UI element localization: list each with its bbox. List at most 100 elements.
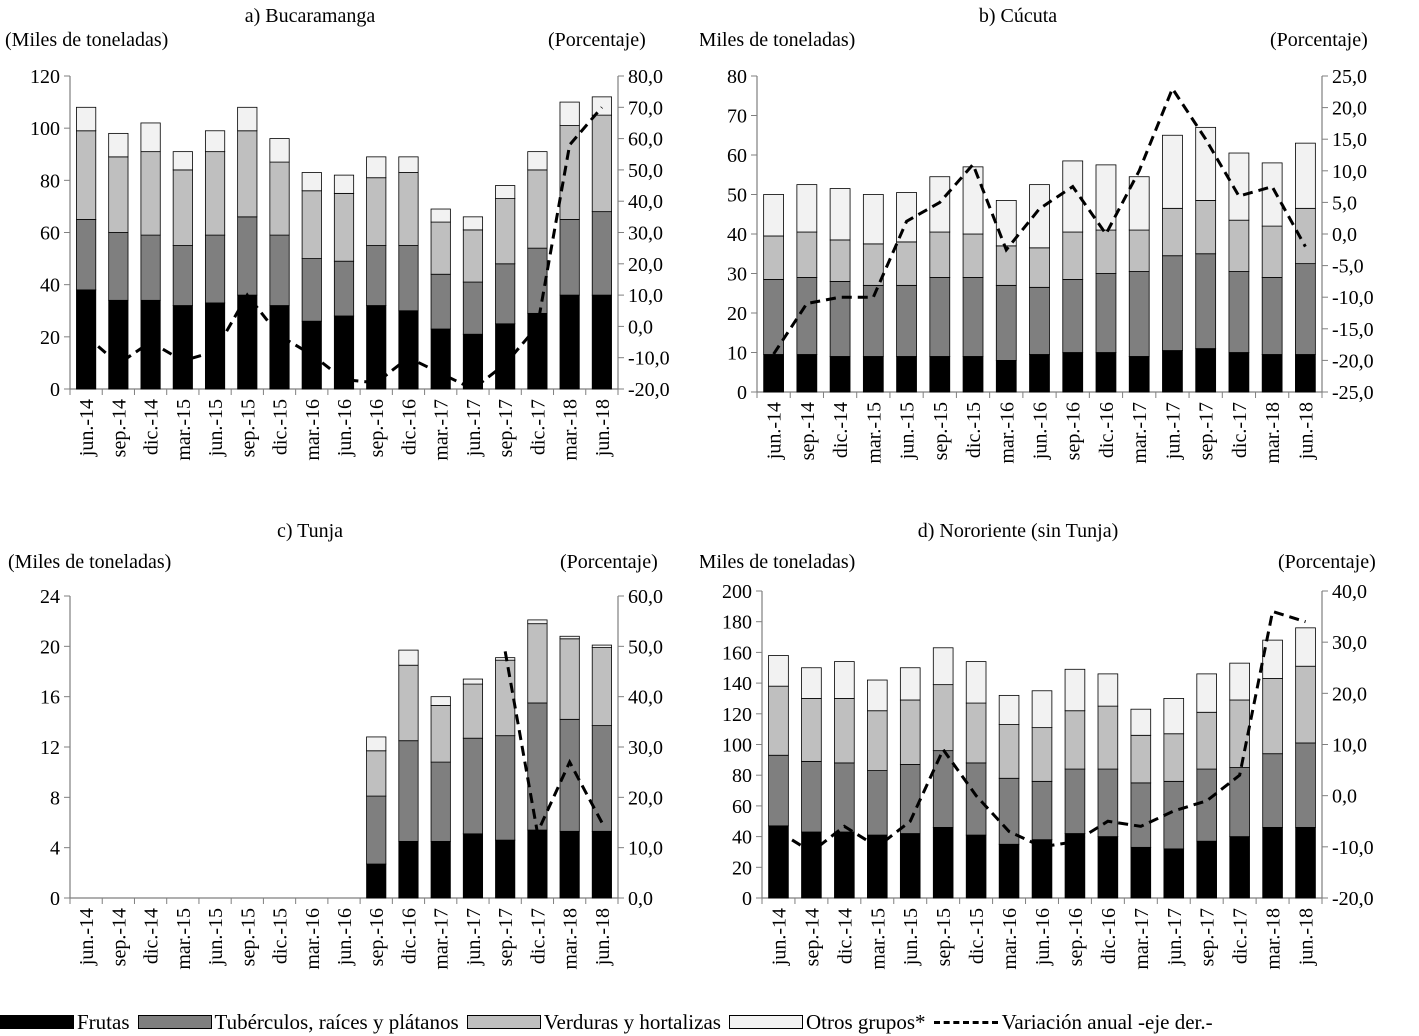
bar-verduras	[966, 703, 986, 763]
x-tick-label: sep.-17	[495, 908, 517, 966]
bar-frutas	[933, 827, 953, 898]
x-tick-label: mar.-18	[560, 399, 582, 461]
y-tick-label: 40	[732, 827, 752, 849]
bar-tuberculos	[238, 217, 257, 295]
x-tick-label: sep.-15	[930, 402, 952, 460]
bar-verduras	[592, 648, 611, 726]
bar-otros	[141, 123, 160, 152]
bar-verduras	[367, 751, 386, 796]
bar-tuberculos	[205, 235, 224, 303]
legend-label-frutas: Frutas	[77, 1010, 130, 1035]
bar-tuberculos	[1065, 769, 1085, 833]
bar-frutas	[1164, 849, 1184, 898]
y2-tick-label: 40,0	[628, 687, 663, 709]
legend-swatch-tuberculos	[138, 1015, 212, 1029]
y-tick-label: 16	[40, 687, 60, 709]
bar-otros	[900, 668, 920, 700]
bar-otros	[528, 620, 547, 624]
bar-otros	[999, 695, 1019, 724]
y2-tick-label: 0,0	[628, 316, 653, 338]
bar-verduras	[141, 152, 160, 235]
x-tick-label: dic.-14	[141, 908, 163, 964]
bar-otros	[769, 655, 789, 686]
bar-frutas	[1098, 837, 1118, 898]
bar-frutas	[560, 295, 579, 389]
y2-axis-label: (Porcentaje)	[548, 29, 646, 51]
bar-verduras	[238, 131, 257, 217]
x-tick-label: sep.-16	[366, 908, 388, 966]
x-tick-label: sep.-17	[495, 399, 517, 457]
y-tick-label: 40	[727, 224, 747, 246]
bar-tuberculos	[1295, 264, 1315, 355]
x-tick-label: jun.-16	[1032, 908, 1054, 966]
chart-title: c) Tunja	[277, 520, 343, 542]
y-tick-label: 40	[40, 275, 60, 297]
bar-otros	[528, 152, 547, 170]
bar-tuberculos	[1262, 277, 1282, 354]
x-tick-label: mar.-17	[431, 908, 453, 970]
y-tick-label: 140	[722, 673, 752, 695]
bar-tuberculos	[1030, 287, 1050, 354]
legend-item-otros: Otros grupos*	[729, 1010, 926, 1035]
legend-item-verduras: Verduras y hortalizas	[467, 1010, 721, 1035]
x-tick-label: jun.-14	[76, 399, 98, 457]
x-tick-label: jun.-15	[900, 908, 922, 966]
bar-otros	[173, 152, 192, 170]
bar-verduras	[1129, 230, 1149, 271]
x-tick-label: sep.-14	[108, 399, 130, 457]
bar-frutas	[270, 306, 289, 389]
bar-tuberculos	[1098, 769, 1118, 837]
y-tick-label: 60	[40, 223, 60, 245]
bar-frutas	[999, 844, 1019, 898]
bar-frutas	[900, 834, 920, 898]
y2-tick-label: -25,0	[1332, 382, 1374, 404]
y-tick-label: 12	[40, 737, 60, 759]
bar-verduras	[802, 698, 822, 761]
y-tick-label: 50	[727, 185, 747, 207]
x-tick-label: mar.-15	[173, 908, 195, 970]
y2-tick-label: 30,0	[628, 223, 663, 245]
bar-tuberculos	[76, 219, 95, 289]
x-tick-label: jun.-17	[1162, 402, 1184, 460]
bar-otros	[863, 195, 883, 244]
bar-verduras	[933, 685, 953, 751]
y2-tick-label: 15,0	[1332, 129, 1367, 151]
bar-verduras	[1162, 208, 1182, 255]
bar-verduras	[367, 178, 386, 246]
legend-label-otros: Otros grupos*	[806, 1010, 926, 1035]
bar-verduras	[205, 152, 224, 235]
bar-otros	[1263, 640, 1283, 678]
bar-tuberculos	[1063, 279, 1083, 352]
x-tick-label: jun.-15	[205, 399, 227, 457]
legend-item-tuberculos: Tubérculos, raíces y plátanos	[138, 1010, 459, 1035]
bar-otros	[431, 697, 450, 706]
bar-otros	[1065, 669, 1085, 710]
bar-verduras	[1164, 734, 1184, 782]
bar-tuberculos	[1263, 754, 1283, 828]
x-tick-label: jun.-16	[334, 908, 356, 966]
bar-verduras	[1096, 230, 1116, 273]
bar-verduras	[109, 157, 128, 233]
bar-verduras	[399, 173, 418, 246]
y-tick-label: 60	[727, 145, 747, 167]
bar-otros	[1262, 163, 1282, 226]
bar-otros	[238, 107, 257, 130]
y2-tick-label: 20,0	[628, 787, 663, 809]
y2-tick-label: 60,0	[628, 586, 663, 608]
bar-otros	[399, 650, 418, 665]
bar-tuberculos	[1131, 783, 1151, 847]
panel-cucuta: b) Cúcuta(Miles de toneladas) (Porcentaje…	[700, 0, 1419, 505]
x-tick-label: dic.-15	[966, 908, 988, 964]
bar-verduras	[1296, 666, 1316, 743]
bar-frutas	[1196, 349, 1216, 392]
x-tick-label: sep.-14	[797, 402, 819, 460]
bar-verduras	[76, 131, 95, 220]
x-tick-label: sep.-15	[237, 908, 259, 966]
bar-tuberculos	[1096, 274, 1116, 353]
bar-frutas	[1129, 356, 1149, 392]
bar-verduras	[834, 698, 854, 762]
x-tick-label: mar.-18	[560, 908, 582, 970]
chart-title: a) Bucaramanga	[245, 5, 376, 27]
bar-frutas	[1296, 827, 1316, 898]
bar-tuberculos	[399, 741, 418, 842]
